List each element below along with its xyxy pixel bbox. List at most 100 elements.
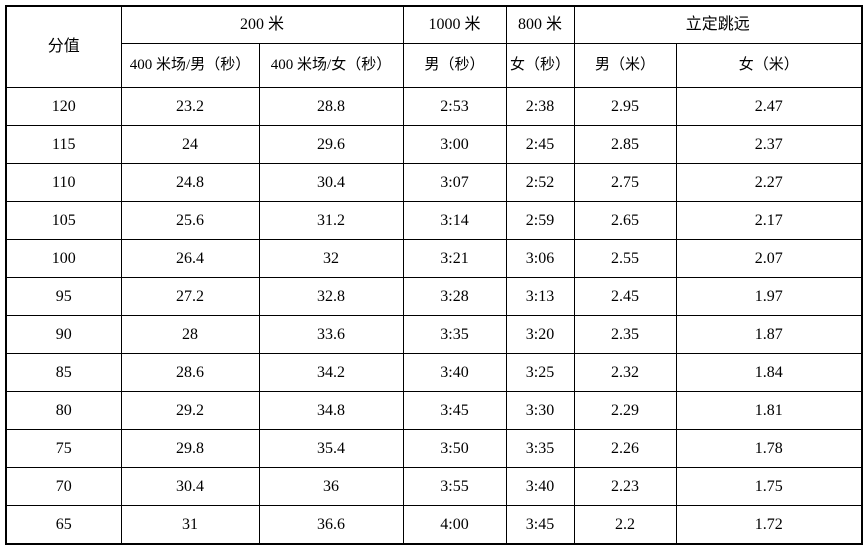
cell-jump-male: 2.23: [573, 467, 677, 506]
cell-800m-female: 3:35: [505, 429, 575, 468]
cell-jump-male: 2.45: [573, 277, 677, 316]
cell-200m-male: 29.8: [120, 429, 260, 468]
cell-800m-female: 2:38: [505, 87, 575, 126]
cell-200m-male: 23.2: [120, 87, 260, 126]
cell-200m-male: 28.6: [120, 353, 260, 392]
cell-1000m-male: 3:28: [402, 277, 507, 316]
cell-800m-female: 3:30: [505, 391, 575, 430]
cell-200m-male: 31: [120, 505, 260, 545]
table-row: 90 28 33.6 3:35 3:20 2.35 1.87: [5, 315, 863, 354]
cell-score: 110: [5, 163, 122, 202]
header-1000m: 1000 米: [402, 5, 507, 44]
cell-200m-female: 36.6: [258, 505, 404, 545]
cell-800m-female: 2:59: [505, 201, 575, 240]
header-1000m-male: 男（秒）: [402, 43, 507, 88]
cell-200m-male: 26.4: [120, 239, 260, 278]
cell-800m-female: 3:40: [505, 467, 575, 506]
header-standing-long-jump: 立定跳远: [573, 5, 863, 44]
cell-score: 80: [5, 391, 122, 430]
cell-1000m-male: 3:00: [402, 125, 507, 164]
cell-jump-male: 2.29: [573, 391, 677, 430]
cell-200m-male: 24: [120, 125, 260, 164]
cell-200m-male: 24.8: [120, 163, 260, 202]
cell-score: 65: [5, 505, 122, 545]
cell-jump-male: 2.75: [573, 163, 677, 202]
cell-jump-female: 2.47: [675, 87, 863, 126]
cell-800m-female: 2:45: [505, 125, 575, 164]
cell-jump-male: 2.85: [573, 125, 677, 164]
cell-200m-female: 32.8: [258, 277, 404, 316]
table-row: 70 30.4 36 3:55 3:40 2.23 1.75: [5, 467, 863, 506]
cell-jump-male: 2.26: [573, 429, 677, 468]
header-200m-female: 400 米场/女（秒）: [258, 43, 404, 88]
cell-jump-female: 2.27: [675, 163, 863, 202]
cell-800m-female: 3:25: [505, 353, 575, 392]
cell-jump-female: 1.75: [675, 467, 863, 506]
header-800m: 800 米: [505, 5, 575, 44]
cell-jump-female: 2.07: [675, 239, 863, 278]
header-jump-male: 男（米）: [573, 43, 677, 88]
cell-800m-female: 3:06: [505, 239, 575, 278]
header-row-1: 分值 200 米 1000 米 800 米 立定跳远: [5, 5, 863, 88]
cell-jump-male: 2.35: [573, 315, 677, 354]
header-score: 分值: [5, 5, 122, 88]
header-200m: 200 米: [120, 5, 404, 44]
header-800m-female: 女（秒）: [505, 43, 575, 88]
cell-200m-female: 29.6: [258, 125, 404, 164]
cell-jump-female: 2.17: [675, 201, 863, 240]
cell-1000m-male: 3:40: [402, 353, 507, 392]
header-jump-female: 女（米）: [675, 43, 863, 88]
table-row: 115 24 29.6 3:00 2:45 2.85 2.37: [5, 125, 863, 164]
cell-1000m-male: 3:07: [402, 163, 507, 202]
cell-200m-female: 34.2: [258, 353, 404, 392]
score-table-body: 120 23.2 28.8 2:53 2:38 2.95 2.47 115 24 29.6 3:00…: [5, 87, 863, 545]
cell-200m-male: 30.4: [120, 467, 260, 506]
cell-jump-female: 2.37: [675, 125, 863, 164]
cell-jump-female: 1.87: [675, 315, 863, 354]
table-row: 75 29.8 35.4 3:50 3:35 2.26 1.78: [5, 429, 863, 468]
cell-200m-male: 27.2: [120, 277, 260, 316]
table-header: 分值 200 米 1000 米 800 米 立定跳远 400 米场/男（秒） 4…: [5, 5, 863, 88]
cell-score: 70: [5, 467, 122, 506]
cell-jump-female: 1.97: [675, 277, 863, 316]
cell-1000m-male: 2:53: [402, 87, 507, 126]
cell-jump-male: 2.32: [573, 353, 677, 392]
cell-jump-male: 2.2: [573, 505, 677, 545]
cell-1000m-male: 3:35: [402, 315, 507, 354]
cell-score: 100: [5, 239, 122, 278]
cell-1000m-male: 3:55: [402, 467, 507, 506]
header-row-2: 400 米场/男（秒） 400 米场/女（秒） 男（秒） 女（秒） 男（米） 女…: [6, 43, 863, 88]
cell-jump-female: 1.81: [675, 391, 863, 430]
cell-200m-male: 29.2: [120, 391, 260, 430]
cell-200m-female: 36: [258, 467, 404, 506]
cell-score: 95: [5, 277, 122, 316]
cell-1000m-male: 4:00: [402, 505, 507, 545]
cell-jump-female: 1.78: [675, 429, 863, 468]
cell-jump-female: 1.72: [675, 505, 863, 545]
cell-800m-female: 2:52: [505, 163, 575, 202]
cell-200m-female: 28.8: [258, 87, 404, 126]
cell-800m-female: 3:20: [505, 315, 575, 354]
fitness-score-table: 分值 200 米 1000 米 800 米 立定跳远 400 米场/男（秒） 4…: [5, 5, 864, 545]
table-row: 120 23.2 28.8 2:53 2:38 2.95 2.47: [5, 87, 863, 126]
header-200m-male: 400 米场/男（秒）: [120, 43, 260, 88]
cell-800m-female: 3:45: [505, 505, 575, 545]
cell-score: 75: [5, 429, 122, 468]
cell-jump-female: 1.84: [675, 353, 863, 392]
table-row: 95 27.2 32.8 3:28 3:13 2.45 1.97: [5, 277, 863, 316]
cell-200m-male: 28: [120, 315, 260, 354]
cell-200m-female: 33.6: [258, 315, 404, 354]
cell-score: 85: [5, 353, 122, 392]
cell-score: 90: [5, 315, 122, 354]
cell-200m-female: 35.4: [258, 429, 404, 468]
table-row: 65 31 36.6 4:00 3:45 2.2 1.72: [5, 505, 863, 545]
cell-score: 115: [5, 125, 122, 164]
table-row: 100 26.4 32 3:21 3:06 2.55 2.07: [5, 239, 863, 278]
cell-jump-male: 2.65: [573, 201, 677, 240]
cell-1000m-male: 3:45: [402, 391, 507, 430]
cell-1000m-male: 3:14: [402, 201, 507, 240]
cell-jump-male: 2.95: [573, 87, 677, 126]
table-row: 80 29.2 34.8 3:45 3:30 2.29 1.81: [5, 391, 863, 430]
cell-200m-female: 30.4: [258, 163, 404, 202]
cell-800m-female: 3:13: [505, 277, 575, 316]
